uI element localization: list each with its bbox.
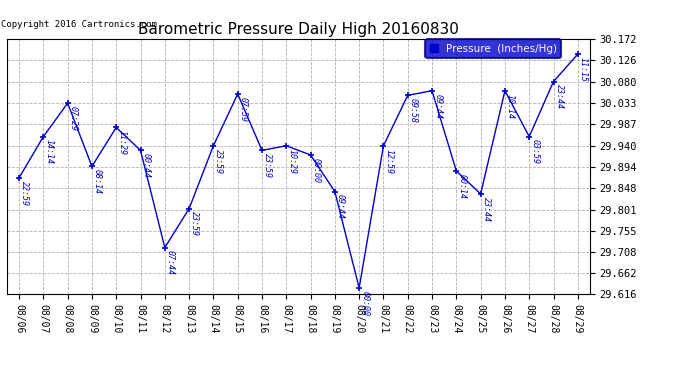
Text: 11:15: 11:15 bbox=[579, 57, 588, 82]
Text: 00:00: 00:00 bbox=[312, 158, 321, 183]
Text: 07:29: 07:29 bbox=[69, 106, 78, 131]
Text: 00:14: 00:14 bbox=[457, 174, 466, 199]
Text: 09:58: 09:58 bbox=[408, 98, 418, 123]
Legend: Pressure  (Inches/Hg): Pressure (Inches/Hg) bbox=[426, 39, 562, 58]
Text: 23:44: 23:44 bbox=[482, 197, 491, 222]
Text: 10:14: 10:14 bbox=[506, 93, 515, 118]
Text: 23:59: 23:59 bbox=[190, 211, 199, 236]
Text: 00:44: 00:44 bbox=[141, 153, 150, 178]
Text: 10:29: 10:29 bbox=[287, 148, 296, 174]
Text: 07:44: 07:44 bbox=[166, 251, 175, 275]
Text: 23:59: 23:59 bbox=[215, 148, 224, 174]
Text: 07:59: 07:59 bbox=[239, 97, 248, 122]
Text: 23:44: 23:44 bbox=[555, 84, 564, 109]
Text: 12:59: 12:59 bbox=[384, 148, 393, 174]
Text: 11:29: 11:29 bbox=[117, 130, 126, 155]
Text: 03:59: 03:59 bbox=[531, 140, 540, 164]
Text: 08:14: 08:14 bbox=[93, 169, 102, 194]
Text: Copyright 2016 Cartronics.com: Copyright 2016 Cartronics.com bbox=[1, 20, 157, 29]
Text: 14:14: 14:14 bbox=[44, 140, 53, 164]
Text: 23:59: 23:59 bbox=[263, 153, 272, 178]
Title: Barometric Pressure Daily High 20160830: Barometric Pressure Daily High 20160830 bbox=[138, 22, 459, 37]
Text: 22:59: 22:59 bbox=[20, 181, 29, 206]
Text: 00:00: 00:00 bbox=[360, 291, 369, 316]
Text: 09:44: 09:44 bbox=[433, 93, 442, 118]
Text: 09:44: 09:44 bbox=[336, 194, 345, 219]
